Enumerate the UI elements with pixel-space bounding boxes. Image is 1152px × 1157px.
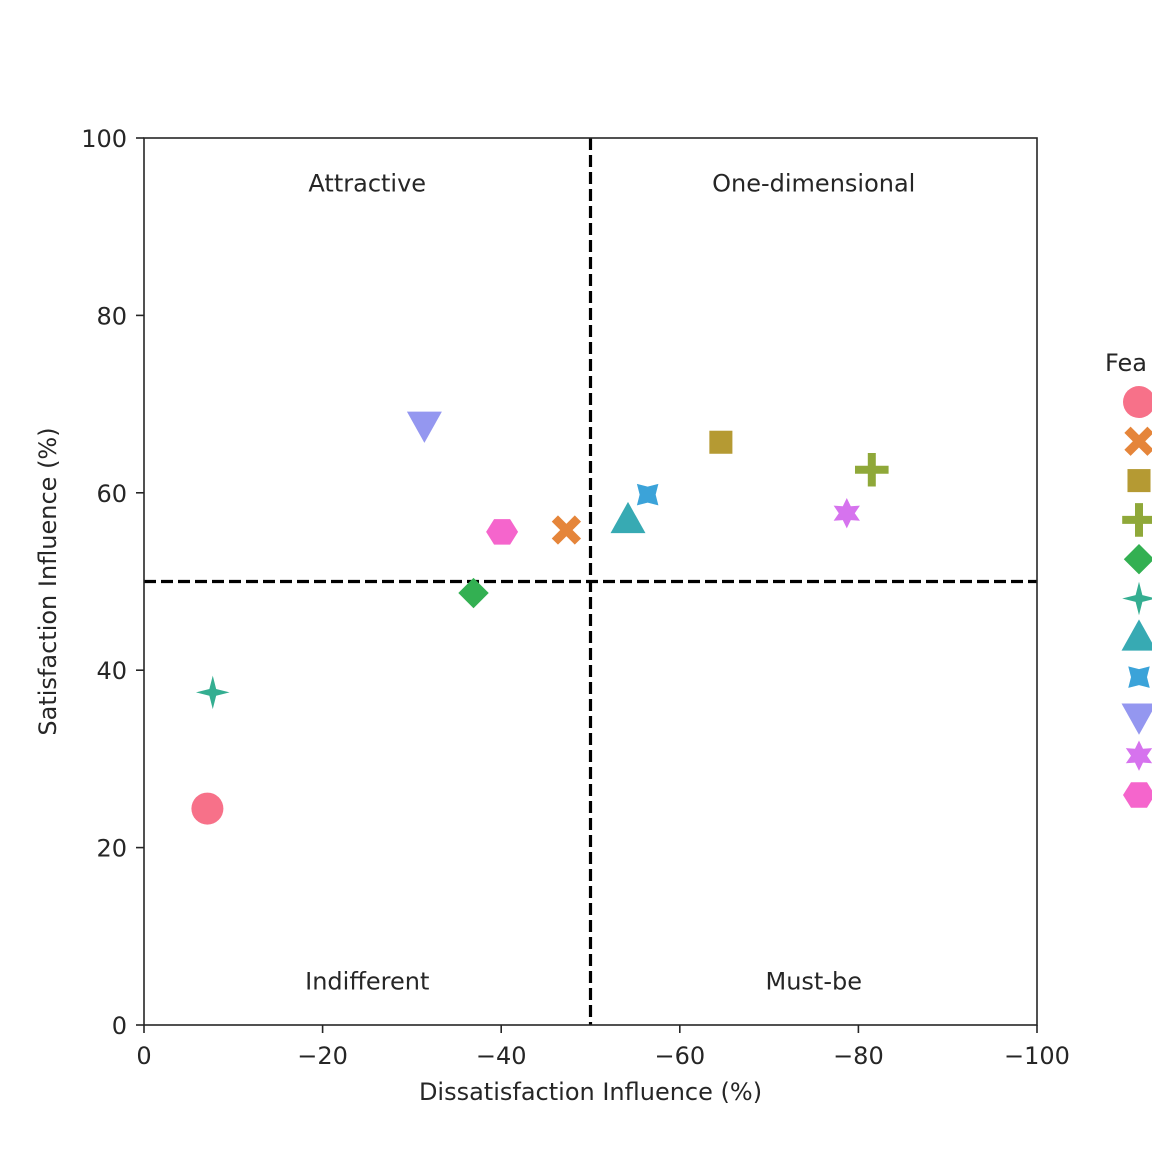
data-point-plus — [854, 452, 889, 487]
y-axis-ticks: 0 20 40 60 80 100 — [81, 125, 144, 1040]
data-points — [191, 411, 889, 825]
legend-marker-square — [1127, 469, 1151, 493]
quadrant-labels: Attractive One-dimensional Indifferent Must… — [305, 169, 915, 995]
quadrant-label: Must-be — [766, 968, 863, 996]
legend-marker-star4-fat — [1128, 666, 1150, 688]
quadrant-label: One-dimensional — [712, 169, 915, 197]
data-point-star6 — [833, 498, 860, 529]
data-point-square — [709, 430, 733, 454]
x-tick-label: −80 — [833, 1042, 884, 1070]
legend-marker-x — [1124, 426, 1152, 456]
legend-marker-plus — [1122, 503, 1152, 537]
quadrant-label: Attractive — [308, 169, 426, 197]
quadrant-label: Indifferent — [305, 968, 429, 996]
y-tick-label: 60 — [96, 480, 127, 508]
data-point-hexagon — [486, 519, 519, 545]
x-tick-label: −40 — [476, 1042, 527, 1070]
legend-marker-circle — [1123, 386, 1152, 418]
data-point-circle — [191, 792, 224, 825]
y-tick-label: 0 — [112, 1012, 127, 1040]
y-tick-label: 80 — [96, 302, 127, 330]
y-tick-label: 100 — [81, 125, 127, 153]
plot-area-frame — [143, 137, 1038, 1026]
y-tick-label: 20 — [96, 835, 127, 863]
data-point-star4 — [195, 675, 230, 710]
legend-marker-star4 — [1122, 581, 1152, 616]
x-tick-label: −100 — [1004, 1042, 1070, 1070]
legend-marker-hexagon — [1123, 782, 1152, 808]
x-axis-label: Dissatisfaction Influence (%) — [419, 1078, 762, 1106]
x-tick-label: 0 — [136, 1042, 151, 1070]
x-tick-label: −60 — [654, 1042, 705, 1070]
data-point-x — [551, 515, 582, 545]
legend-title: Fea — [1105, 349, 1147, 377]
reference-lines — [144, 138, 1037, 1025]
legend — [1121, 386, 1152, 808]
data-point-triangle-up — [610, 501, 646, 534]
y-tick-label: 40 — [96, 657, 127, 685]
data-point-triangle-down — [406, 411, 442, 443]
x-axis-ticks: 0 −20 −40 −60 −80 −100 — [136, 1025, 1070, 1070]
legend-marker-star6 — [1125, 740, 1152, 771]
data-point-star4-fat — [636, 483, 659, 506]
legend-marker-diamond — [1123, 544, 1152, 575]
legend-marker-triangle-down — [1121, 703, 1152, 735]
data-point-diamond — [458, 577, 489, 609]
y-axis-label: Satisfaction Influence (%) — [34, 427, 62, 735]
legend-marker-triangle-up — [1121, 619, 1152, 651]
x-tick-label: −20 — [297, 1042, 348, 1070]
